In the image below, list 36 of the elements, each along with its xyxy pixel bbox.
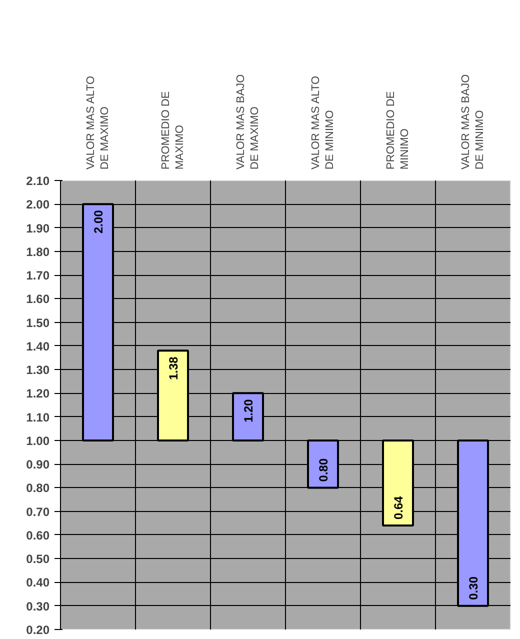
- bar: [157, 350, 189, 442]
- y-tick-label: 1.00: [26, 434, 50, 448]
- data-label: 1.20: [242, 398, 256, 423]
- x-tick-label: PROMEDIO DE MAXIMO: [160, 91, 186, 170]
- y-tick-label: 1.60: [26, 292, 50, 306]
- bar: [307, 439, 339, 489]
- y-tick-label: 1.70: [26, 268, 50, 283]
- bar: [232, 392, 264, 442]
- y-tick-label: 1.90: [26, 221, 50, 236]
- y-tick-label: 1.30: [26, 363, 50, 378]
- y-tick-label: 2.00: [26, 198, 50, 212]
- x-tick-label: VALOR MAS BAJO DE MINIMO: [460, 74, 486, 170]
- y-tick-label: 1.20: [26, 386, 50, 401]
- y-tick-label: 0.90: [26, 458, 50, 472]
- y-tick-label: 0.40: [26, 576, 50, 590]
- data-label: 0.64: [392, 496, 406, 520]
- data-label: 0.80: [316, 458, 330, 482]
- x-tick-label: VALOR MAS ALTO DE MINIMO: [310, 76, 336, 170]
- y-tick-label: 1.50: [26, 316, 50, 330]
- x-tick-label: VALOR MAS ALTO DE MAXIMO: [84, 76, 112, 170]
- y-tick-label: 0.80: [26, 481, 50, 496]
- data-label: 2.00: [92, 210, 106, 234]
- y-tick-label: 1.40: [26, 339, 50, 354]
- data-label: 1.38: [166, 356, 180, 380]
- y-tick-label: 0.70: [26, 504, 50, 519]
- y-tick-label: 0.50: [26, 552, 50, 566]
- x-tick-label: VALOR MAS BAJO DE MAXIMO: [234, 74, 262, 170]
- y-tick-label: 1.10: [26, 410, 50, 424]
- y-tick-label: 0.60: [26, 528, 50, 542]
- y-tick-label: 0.30: [26, 599, 50, 614]
- y-tick-label: 1.80: [26, 244, 50, 259]
- bar: [382, 439, 414, 527]
- y-tick-label: 2.10: [26, 174, 50, 188]
- y-tick-label: 0.20: [26, 623, 50, 637]
- data-label: 0.30: [466, 576, 480, 600]
- x-tick-label: PROMEDIO DE MINIMO: [384, 91, 412, 170]
